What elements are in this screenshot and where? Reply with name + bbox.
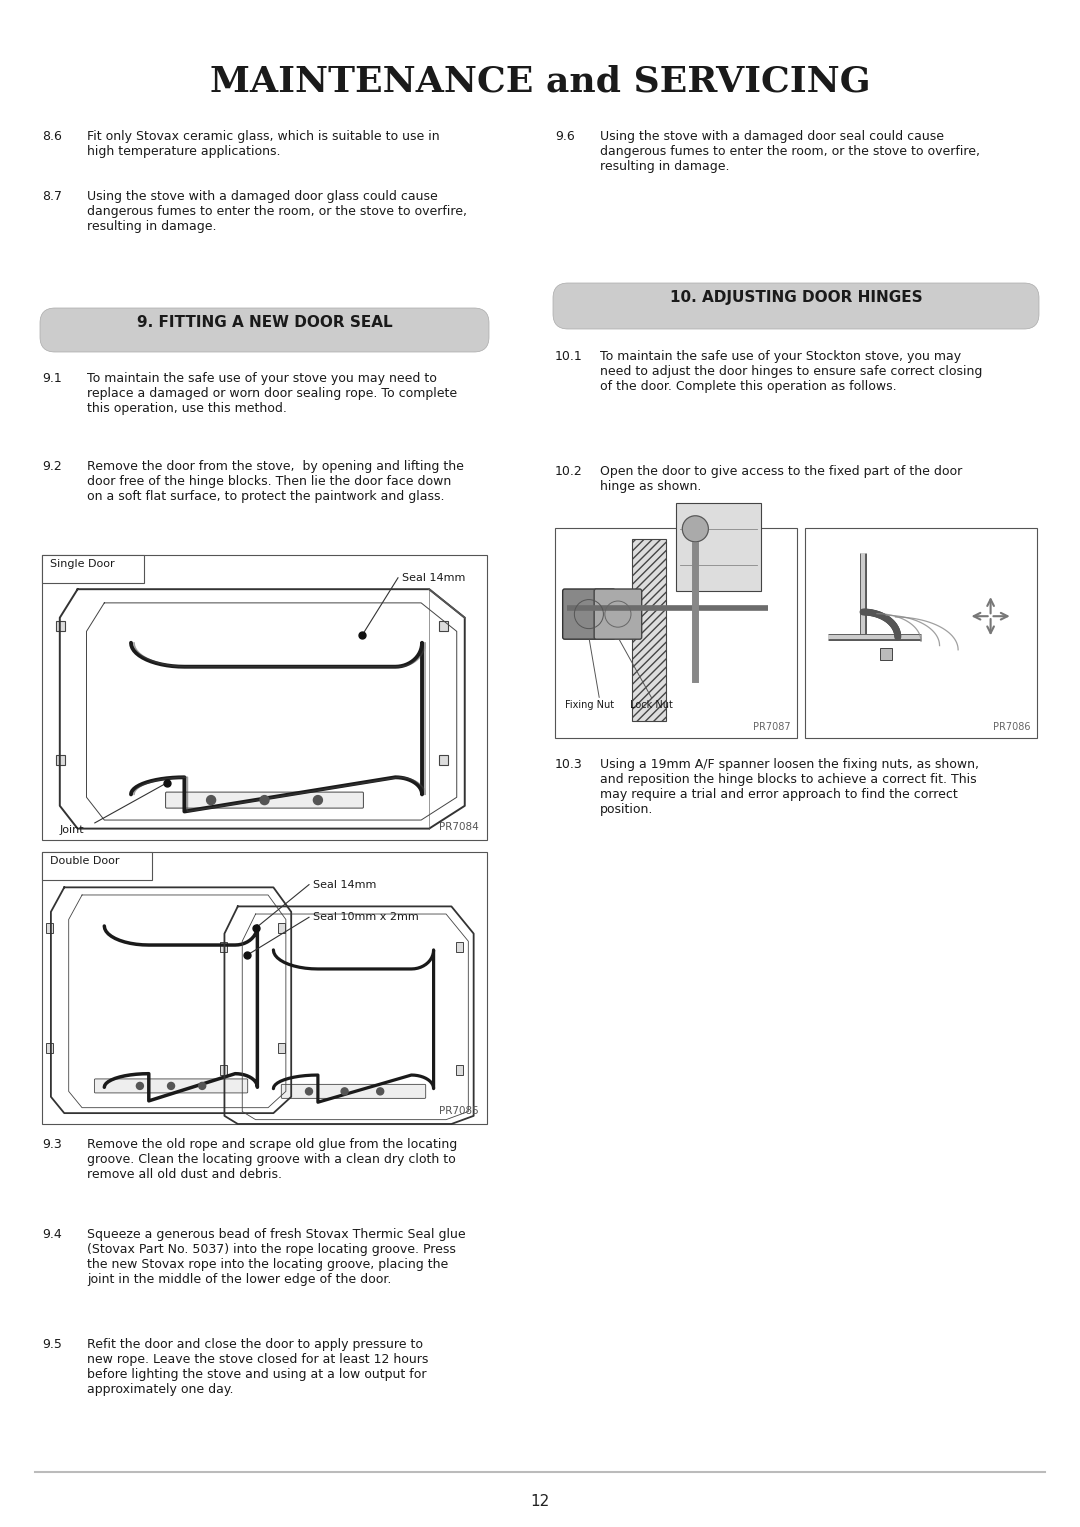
Bar	[438, 756, 447, 765]
Text: 10.1: 10.1	[555, 350, 583, 363]
Text: PR7085: PR7085	[440, 1106, 480, 1116]
Bar	[456, 942, 463, 953]
Text: 12: 12	[530, 1493, 550, 1509]
Bar	[220, 942, 227, 953]
Text: 10.3: 10.3	[555, 757, 583, 771]
Text: PR7086: PR7086	[994, 722, 1031, 731]
FancyBboxPatch shape	[40, 308, 489, 353]
Bar	[220, 1064, 227, 1075]
Bar	[46, 1043, 53, 1052]
Bar	[56, 621, 65, 631]
Text: Joint: Joint	[59, 825, 84, 835]
Text: Lock Nut: Lock Nut	[630, 701, 673, 710]
Circle shape	[306, 1087, 312, 1095]
Bar	[880, 647, 892, 660]
Text: 9.3: 9.3	[42, 1138, 62, 1151]
FancyBboxPatch shape	[94, 1080, 247, 1093]
Text: Using a 19mm A/F spanner loosen the fixing nuts, as shown,
and reposition the hi: Using a 19mm A/F spanner loosen the fixi…	[600, 757, 978, 815]
Text: Using the stove with a damaged door seal could cause
dangerous fumes to enter th: Using the stove with a damaged door seal…	[600, 130, 980, 173]
Text: Refit the door and close the door to apply pressure to
new rope. Leave the stove: Refit the door and close the door to app…	[87, 1338, 429, 1396]
Text: Open the door to give access to the fixed part of the door
hinge as shown.: Open the door to give access to the fixe…	[600, 466, 962, 493]
Bar	[438, 621, 447, 631]
FancyBboxPatch shape	[165, 793, 363, 808]
Text: 10. ADJUSTING DOOR HINGES: 10. ADJUSTING DOOR HINGES	[670, 290, 922, 305]
Bar	[42, 852, 487, 1124]
Text: Single Door: Single Door	[50, 559, 114, 570]
Text: 10.2: 10.2	[555, 466, 583, 478]
Text: Remove the door from the stove,  by opening and lifting the
door free of the hin: Remove the door from the stove, by openi…	[87, 460, 464, 502]
Text: Seal 10mm x 2mm: Seal 10mm x 2mm	[313, 912, 419, 922]
Text: To maintain the safe use of your Stockton stove, you may
need to adjust the door: To maintain the safe use of your Stockto…	[600, 350, 983, 392]
Bar	[42, 554, 487, 840]
Text: 9. FITTING A NEW DOOR SEAL: 9. FITTING A NEW DOOR SEAL	[137, 315, 392, 330]
Bar	[42, 852, 152, 880]
Text: MAINTENANCE and SERVICING: MAINTENANCE and SERVICING	[210, 66, 870, 99]
FancyBboxPatch shape	[563, 589, 616, 640]
Circle shape	[206, 796, 216, 805]
Text: PR7084: PR7084	[440, 822, 480, 832]
Bar	[633, 539, 666, 721]
Text: Seal 14mm: Seal 14mm	[402, 573, 465, 583]
Text: Remove the old rope and scrape old glue from the locating
groove. Clean the loca: Remove the old rope and scrape old glue …	[87, 1138, 457, 1180]
Text: 9.4: 9.4	[42, 1228, 62, 1241]
Text: 8.7: 8.7	[42, 189, 62, 203]
Bar	[56, 756, 65, 765]
Bar	[676, 502, 760, 591]
Text: Using the stove with a damaged door glass could cause
dangerous fumes to enter t: Using the stove with a damaged door glas…	[87, 189, 467, 234]
Circle shape	[313, 796, 323, 805]
Bar	[46, 924, 53, 933]
Circle shape	[260, 796, 269, 805]
Text: To maintain the safe use of your stove you may need to
replace a damaged or worn: To maintain the safe use of your stove y…	[87, 373, 457, 415]
Text: 9.1: 9.1	[42, 373, 62, 385]
Circle shape	[167, 1083, 175, 1089]
Text: Fixing Nut: Fixing Nut	[565, 701, 613, 710]
Circle shape	[199, 1083, 205, 1089]
Bar	[805, 528, 1037, 738]
FancyBboxPatch shape	[553, 282, 1039, 328]
Text: PR7087: PR7087	[754, 722, 791, 731]
Text: 9.2: 9.2	[42, 460, 62, 473]
Bar	[555, 528, 797, 738]
FancyBboxPatch shape	[594, 589, 642, 640]
Text: Seal 14mm: Seal 14mm	[313, 880, 376, 890]
Text: Squeeze a generous bead of fresh Stovax Thermic Seal glue
(Stovax Part No. 5037): Squeeze a generous bead of fresh Stovax …	[87, 1228, 465, 1286]
Circle shape	[377, 1087, 383, 1095]
Circle shape	[341, 1087, 348, 1095]
Bar	[456, 1064, 463, 1075]
Text: Fit only Stovax ceramic glass, which is suitable to use in
high temperature appl: Fit only Stovax ceramic glass, which is …	[87, 130, 440, 157]
Text: Double Door: Double Door	[50, 857, 120, 866]
FancyBboxPatch shape	[281, 1084, 426, 1098]
Bar	[42, 554, 144, 583]
Circle shape	[136, 1083, 144, 1089]
Text: 8.6: 8.6	[42, 130, 62, 144]
Bar	[278, 1043, 285, 1052]
Text: 9.5: 9.5	[42, 1338, 62, 1351]
Circle shape	[683, 516, 708, 542]
Text: 9.6: 9.6	[555, 130, 575, 144]
Bar	[278, 924, 285, 933]
